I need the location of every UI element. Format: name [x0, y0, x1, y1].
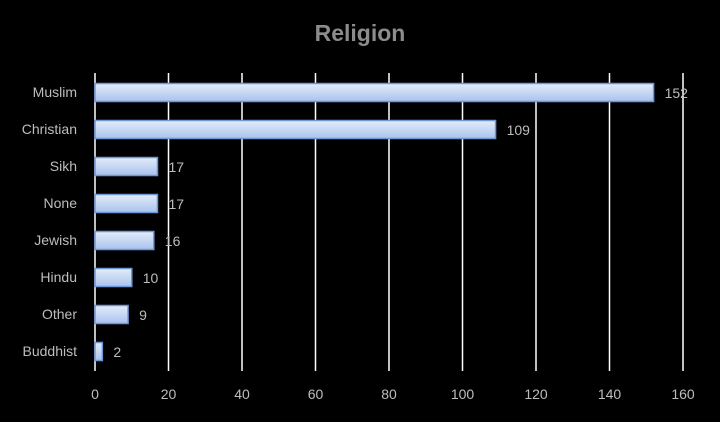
chart-title: Religion	[315, 20, 406, 46]
x-tick-label-0: 0	[91, 386, 99, 402]
bar-jewish	[94, 230, 155, 251]
data-label-none: 17	[168, 196, 184, 212]
bars	[94, 82, 655, 362]
x-tick-label-160: 160	[671, 386, 695, 402]
x-tick-label-140: 140	[598, 386, 622, 402]
bar-none	[94, 193, 159, 214]
x-tick-label-100: 100	[451, 386, 475, 402]
x-axis-tick-labels: 0 20 40 60 80 100 120 140 160	[91, 386, 695, 402]
bar-other	[94, 304, 129, 325]
category-label-muslim: Muslim	[33, 84, 77, 100]
category-label-christian: Christian	[22, 121, 77, 137]
category-labels: Muslim Christian Sikh None Jewish Hindu Other B…	[22, 84, 78, 359]
category-label-other: Other	[42, 306, 77, 322]
data-label-buddhist: 2	[113, 344, 121, 360]
bar-sikh	[94, 156, 159, 177]
bar-hindu	[94, 267, 133, 288]
category-label-buddhist: Buddhist	[23, 343, 78, 359]
data-label-other: 9	[139, 307, 147, 323]
data-label-hindu: 10	[143, 270, 159, 286]
x-tick-label-40: 40	[234, 386, 250, 402]
data-label-christian: 109	[507, 122, 531, 138]
x-tick-label-60: 60	[308, 386, 324, 402]
x-tick-label-20: 20	[161, 386, 177, 402]
bar-muslim	[94, 82, 655, 103]
x-tick-label-80: 80	[381, 386, 397, 402]
category-label-none: None	[44, 195, 78, 211]
x-tick-label-120: 120	[524, 386, 548, 402]
data-label-sikh: 17	[168, 159, 184, 175]
bar-buddhist	[94, 341, 104, 362]
bar-christian	[94, 119, 497, 140]
data-label-muslim: 152	[665, 85, 689, 101]
category-label-sikh: Sikh	[50, 158, 77, 174]
category-label-hindu: Hindu	[40, 269, 77, 285]
category-label-jewish: Jewish	[34, 232, 77, 248]
data-label-jewish: 16	[165, 233, 181, 249]
